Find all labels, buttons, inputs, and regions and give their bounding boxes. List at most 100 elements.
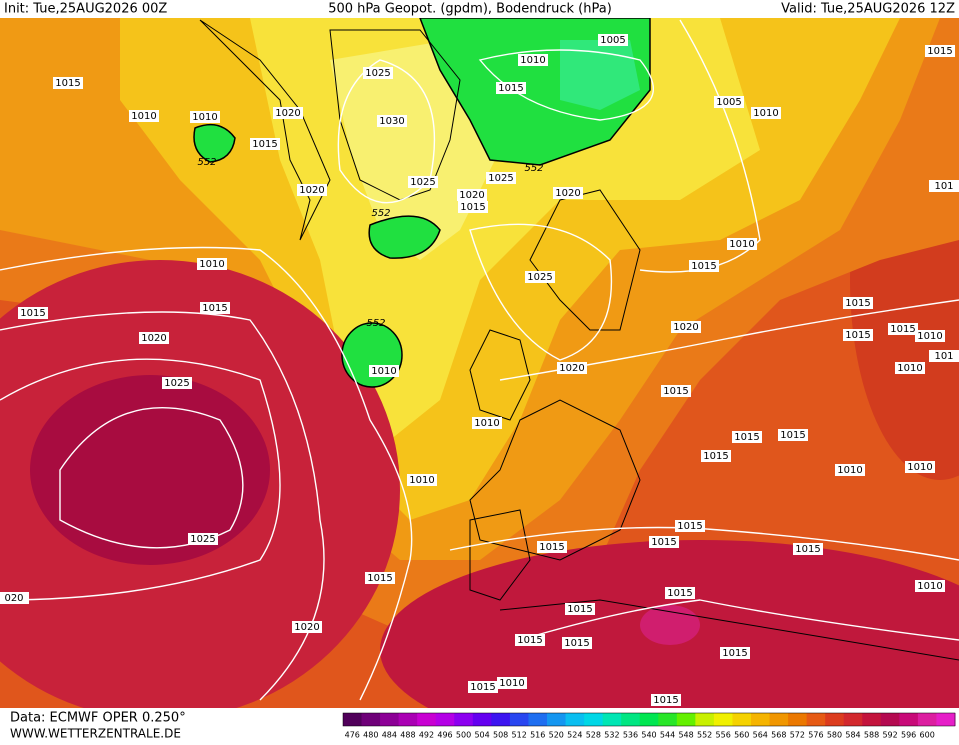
init-time: Init: Tue,25AUG2026 00Z — [4, 2, 167, 17]
header-bg — [0, 0, 959, 18]
colorbar-swatch — [472, 713, 492, 726]
colorbar-swatch — [547, 713, 567, 726]
isobar-label-bg — [515, 634, 545, 646]
isobar-label-bg — [843, 297, 873, 309]
colorbar-swatch — [732, 713, 752, 726]
isobar-label: 1010 — [199, 259, 224, 270]
isobar-label-bg — [562, 637, 592, 649]
colorbar-label: 516 — [530, 731, 545, 740]
colorbar-swatch — [880, 713, 900, 726]
isobar-label-bg — [139, 332, 169, 344]
colorbar: 476 480 484 488 492 496 500 504 508 512 516 520 524 5… — [342, 712, 956, 740]
isobar-label: 1020 — [459, 190, 484, 201]
isobar-label-bg — [458, 201, 488, 213]
isobar-label: 1010 — [192, 112, 217, 123]
isobar-label: 1010 — [837, 465, 862, 476]
isobar-label-bg — [895, 362, 925, 374]
isobar-label-bg — [675, 520, 705, 532]
isobar-label: 020 — [4, 593, 23, 604]
isobar-label: 1010 — [371, 366, 396, 377]
colorbar-label: 576 — [808, 731, 823, 740]
isobar-label-bg — [689, 260, 719, 272]
isobar-label: 1015 — [663, 386, 688, 397]
isobar-label-bg — [408, 176, 438, 188]
isobar-label-bg — [915, 580, 945, 592]
isobar-label-bg — [200, 302, 230, 314]
isobar-label-bg — [497, 677, 527, 689]
isobar-label-bg — [701, 450, 731, 462]
isobar-label: 1025 — [190, 534, 215, 545]
colorbar-label: 476 — [345, 731, 360, 740]
geopotential-label: 552 — [366, 318, 385, 329]
isobar-label: 1015 — [927, 46, 952, 57]
isobar-label-bg — [18, 307, 48, 319]
isobar-label-bg — [273, 107, 303, 119]
colorbar-swatch — [454, 713, 474, 726]
colorbar-label: 592 — [882, 731, 897, 740]
colorbar-swatch — [509, 713, 529, 726]
isobar-label: 1015 — [567, 604, 592, 615]
isobar-label: 1015 — [20, 308, 45, 319]
isobar-label: 1015 — [460, 202, 485, 213]
colorbar-swatch — [843, 713, 863, 726]
colorbar-swatch — [621, 713, 641, 726]
isobar-label-bg — [407, 474, 437, 486]
colorbar-label: 508 — [493, 731, 508, 740]
isobar-label-bg — [915, 330, 945, 342]
colorbar-label: 512 — [512, 731, 527, 740]
isobar-label-bg — [363, 67, 393, 79]
isobar-label-bg — [925, 45, 955, 57]
colorbar-swatch — [639, 713, 659, 726]
colorbar-label: 584 — [845, 731, 860, 740]
isobar-label-bg — [553, 187, 583, 199]
isobar-label-bg — [297, 184, 327, 196]
isobar-label: 1015 — [845, 330, 870, 341]
colorbar-swatch — [917, 713, 937, 726]
isobar-label-bg — [778, 429, 808, 441]
colorbar-label: 580 — [827, 731, 842, 740]
geopotential-label: 552 — [371, 208, 390, 219]
isobar-label: 1030 — [379, 116, 404, 127]
isobar-label: 1010 — [499, 678, 524, 689]
colorbar-label: 492 — [419, 731, 434, 740]
colorbar-label: 544 — [660, 731, 675, 740]
isobar-label-bg — [843, 329, 873, 341]
isobar-label: 1005 — [716, 97, 741, 108]
isobar-label: 1010 — [520, 55, 545, 66]
colorbar-label: 588 — [864, 731, 879, 740]
valid-time: Valid: Tue,25AUG2026 12Z — [781, 2, 955, 17]
isobar-label-bg — [714, 96, 744, 108]
colorbar-label: 540 — [641, 731, 656, 740]
map-title: 500 hPa Geopot. (gpdm), Bodendruck (hPa) — [328, 2, 612, 17]
isobar-label-bg — [197, 258, 227, 270]
isobar-label: 1015 — [539, 542, 564, 553]
colorbar-swatch — [936, 713, 956, 726]
isobar-label-bg — [565, 603, 595, 615]
isobar-label: 1020 — [275, 108, 300, 119]
colorbar-label: 600 — [920, 731, 935, 740]
isobar-label-bg — [720, 647, 750, 659]
field — [0, 17, 959, 745]
isobar-label: 1020 — [141, 333, 166, 344]
isobar-label: 1025 — [410, 177, 435, 188]
isobar-label: 1015 — [202, 303, 227, 314]
colorbar-label: 484 — [382, 731, 397, 740]
isobar-label-bg — [486, 172, 516, 184]
isobar-label: 1025 — [164, 378, 189, 389]
site: WWW.WETTERZENTRALE.DE — [10, 727, 181, 741]
isobar-label: 1015 — [734, 432, 759, 443]
isobar-label: 1020 — [294, 622, 319, 633]
colorbar-swatch — [343, 713, 363, 726]
isobar-label-bg — [751, 107, 781, 119]
colorbar-swatch — [769, 713, 789, 726]
isobar-label-bg — [457, 189, 487, 201]
colorbar-label: 560 — [734, 731, 749, 740]
isobar-label-bg — [190, 111, 220, 123]
colorbar-swatch — [565, 713, 585, 726]
colorbar-swatch — [695, 713, 715, 726]
isobar-label-bg — [929, 350, 959, 362]
colorbar-label: 548 — [678, 731, 693, 740]
isobar-label: 1015 — [722, 648, 747, 659]
colorbar-swatch — [528, 713, 548, 726]
